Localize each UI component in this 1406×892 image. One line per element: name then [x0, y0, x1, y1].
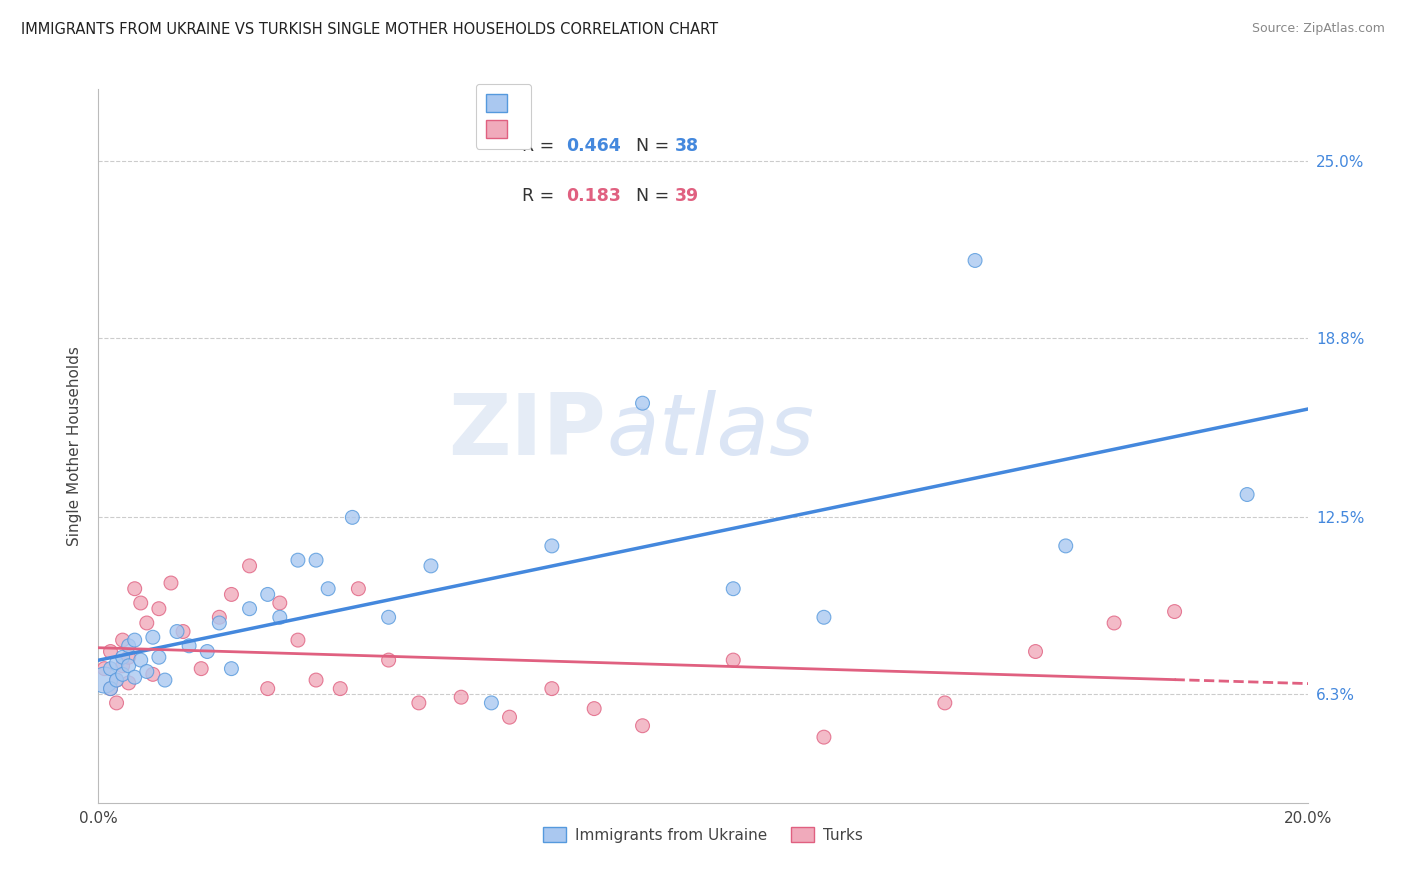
Point [813, 610, 835, 624]
Point [305, 553, 328, 567]
Point [934, 696, 956, 710]
Point [142, 667, 165, 681]
Point [377, 653, 399, 667]
Point [172, 624, 194, 639]
Point [195, 644, 218, 658]
Point [481, 696, 503, 710]
Point [1024, 644, 1046, 658]
Point [347, 582, 370, 596]
Point [583, 701, 606, 715]
Point [256, 587, 278, 601]
Point [118, 676, 141, 690]
Point [148, 650, 170, 665]
Point [813, 730, 835, 744]
Point [631, 719, 654, 733]
Point [129, 596, 152, 610]
Point [1102, 615, 1125, 630]
Point [135, 615, 157, 630]
Point [269, 610, 291, 624]
Legend: Immigrants from Ukraine, Turks: Immigrants from Ukraine, Turks [537, 821, 869, 848]
Point [93, 662, 115, 676]
Point [124, 582, 146, 596]
Point [498, 710, 520, 724]
Point [208, 615, 231, 630]
Point [723, 582, 745, 596]
Point [111, 650, 134, 665]
Point [208, 610, 231, 624]
Point [342, 510, 364, 524]
Point [239, 601, 262, 615]
Point [1054, 539, 1077, 553]
Point [160, 576, 183, 591]
Text: 38: 38 [675, 137, 699, 155]
Text: Source: ZipAtlas.com: Source: ZipAtlas.com [1251, 22, 1385, 36]
Point [166, 624, 188, 639]
Point [111, 667, 134, 681]
Point [124, 633, 146, 648]
Point [723, 653, 745, 667]
Text: N =: N = [637, 187, 675, 205]
Point [105, 696, 128, 710]
Text: 0.183: 0.183 [567, 187, 621, 205]
Point [111, 633, 134, 648]
Text: atlas: atlas [606, 390, 814, 474]
Point [153, 673, 176, 687]
Point [329, 681, 352, 696]
Point [142, 630, 165, 644]
Point [100, 662, 122, 676]
Text: ZIP: ZIP [449, 390, 606, 474]
Point [100, 681, 122, 696]
Point [105, 656, 128, 670]
Point [129, 653, 152, 667]
Point [105, 673, 128, 687]
Point [221, 662, 243, 676]
Point [420, 558, 443, 573]
Point [287, 553, 309, 567]
Text: N =: N = [637, 137, 675, 155]
Point [239, 558, 262, 573]
Point [100, 644, 122, 658]
Text: 39: 39 [675, 187, 699, 205]
Text: R =: R = [522, 187, 565, 205]
Point [93, 673, 115, 687]
Point [148, 601, 170, 615]
Point [450, 690, 472, 705]
Point [269, 596, 291, 610]
Point [408, 696, 430, 710]
Point [118, 639, 141, 653]
Point [221, 587, 243, 601]
Y-axis label: Single Mother Households: Single Mother Households [67, 346, 83, 546]
Point [135, 665, 157, 679]
Point [631, 396, 654, 410]
Point [179, 639, 201, 653]
Point [105, 673, 128, 687]
Point [256, 681, 278, 696]
Point [540, 539, 562, 553]
Point [540, 681, 562, 696]
Point [111, 658, 134, 673]
Point [287, 633, 309, 648]
Text: IMMIGRANTS FROM UKRAINE VS TURKISH SINGLE MOTHER HOUSEHOLDS CORRELATION CHART: IMMIGRANTS FROM UKRAINE VS TURKISH SINGL… [21, 22, 718, 37]
Point [965, 253, 987, 268]
Point [377, 610, 399, 624]
Point [1163, 605, 1185, 619]
Point [100, 681, 122, 696]
Point [316, 582, 339, 596]
Point [118, 650, 141, 665]
Text: R =: R = [522, 137, 560, 155]
Text: 0.464: 0.464 [567, 137, 621, 155]
Point [305, 673, 328, 687]
Point [1236, 487, 1258, 501]
Point [190, 662, 212, 676]
Point [118, 658, 141, 673]
Point [124, 670, 146, 684]
